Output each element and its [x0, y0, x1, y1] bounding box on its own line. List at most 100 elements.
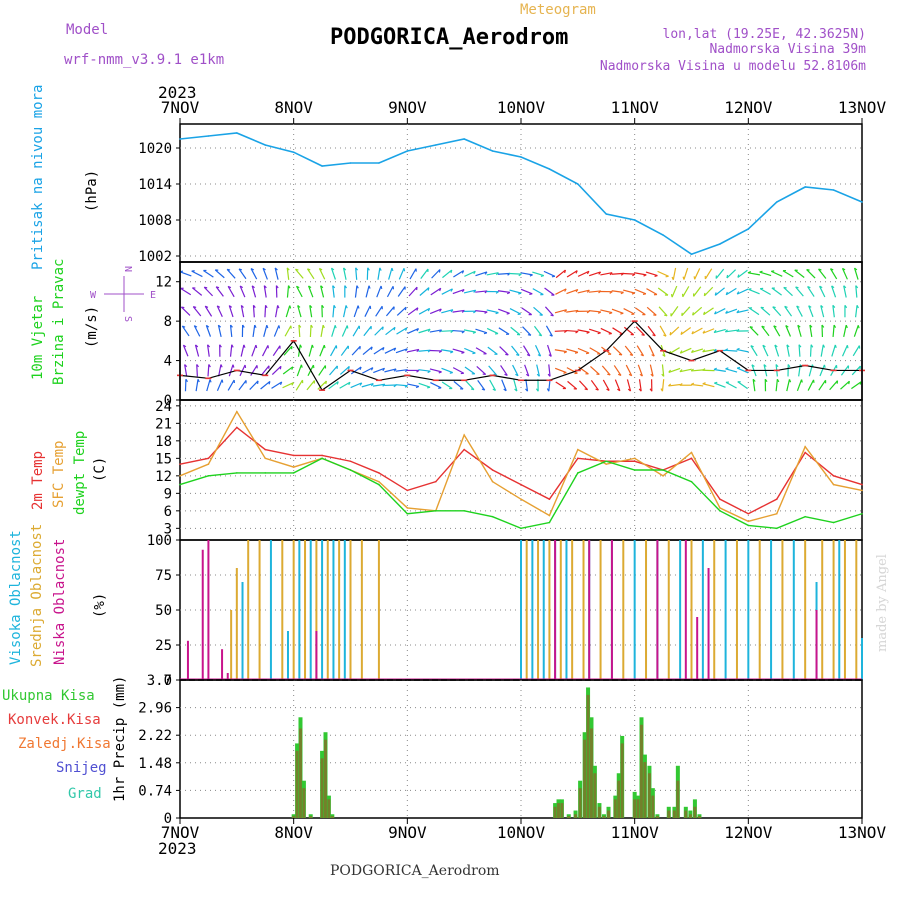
wind-arrow-head	[714, 292, 717, 296]
wind-arrow	[319, 344, 325, 357]
wind-arrow	[214, 269, 225, 279]
wind-arrow	[215, 286, 224, 297]
wind-arrow	[714, 308, 726, 315]
wind-arrow	[548, 379, 551, 392]
temp-ylabel-unit: (C)	[92, 457, 108, 482]
top-time-tick-label: 11NOV	[611, 98, 660, 117]
wind-arrow	[796, 379, 803, 392]
pressure-point	[832, 189, 835, 191]
wind-arrow-head	[298, 324, 302, 328]
wind-arrow-head	[597, 332, 601, 335]
model-label: Model	[66, 22, 108, 38]
wind-arrow-head	[492, 388, 496, 391]
wind-arrow	[464, 366, 476, 375]
temp-point-sfc_temp	[662, 475, 664, 477]
wind-arrow-head	[663, 334, 667, 337]
wind-arrow	[762, 345, 769, 357]
top-time-tick-label: 13NOV	[838, 98, 887, 117]
temp-point-dewpoint	[662, 469, 664, 471]
temp-point-dewpoint	[719, 510, 721, 512]
temp-point-sfc_temp	[804, 445, 806, 448]
wind-arrow-head	[370, 367, 374, 371]
precip-bar-conv	[330, 816, 334, 818]
wind-arrow	[271, 381, 283, 389]
precip-ylabel-frozen: Zaledj.Kisa	[18, 736, 111, 752]
wind-arrow	[441, 330, 454, 332]
wind-arrow	[819, 364, 826, 377]
wind-arrow	[748, 288, 760, 295]
wind-arrow	[342, 305, 347, 318]
precip-bar-conv	[620, 743, 624, 818]
wind-arrow	[782, 270, 794, 278]
wind-arrow-head	[702, 330, 706, 334]
wind-gust-marker	[773, 369, 780, 372]
precip-bar-conv	[567, 816, 571, 818]
temp-point-sfc_temp	[690, 451, 693, 454]
wind-arrow	[759, 271, 772, 277]
wind-arrow-head	[472, 331, 476, 334]
wind-arrow-head	[518, 273, 522, 277]
wind-arrow-head	[427, 370, 431, 374]
wind-arrow	[771, 287, 782, 296]
wind-arrow	[548, 364, 551, 377]
pressure-point	[577, 183, 579, 185]
precip-bar-conv	[639, 724, 643, 818]
wind-arrow-head	[265, 304, 268, 309]
wind-arrow	[577, 347, 590, 354]
wind-arrow-head	[855, 285, 859, 289]
temp-point-sfc_temp	[861, 489, 863, 492]
wind-arrow	[395, 369, 408, 372]
wind-arrow	[193, 325, 201, 337]
wind-arrow	[263, 325, 268, 337]
wind-arrow	[623, 289, 635, 294]
wind-arrow-head	[483, 332, 488, 335]
temp-point-temp2m	[577, 457, 579, 460]
pressure-panel: 1020 1014 1008 1002	[138, 123, 863, 265]
wind-arrow-head	[668, 369, 672, 373]
wind-gust-marker	[802, 364, 809, 367]
wind-arrow	[713, 368, 726, 372]
wind-arrow	[566, 270, 578, 278]
wind-arrow-head	[786, 344, 790, 348]
wind-arrow-head	[370, 383, 374, 387]
wind-gust-marker	[375, 379, 382, 382]
wind-arrow	[775, 379, 778, 392]
wind-arrow	[645, 271, 658, 277]
wind-arrow	[429, 329, 442, 333]
wind-arrow	[588, 328, 601, 334]
wind-arrow	[272, 345, 281, 357]
wind-arrow	[613, 365, 622, 376]
wind-arrow	[820, 305, 825, 318]
wind-arrow-head	[752, 378, 756, 382]
wind-arrow	[332, 305, 335, 318]
wind-arrow-head	[848, 381, 850, 385]
precip-bar-conv	[586, 694, 590, 818]
wind-arrow-head	[830, 268, 834, 271]
pressure-line	[179, 132, 863, 256]
pressure-point	[179, 138, 181, 140]
wind-arrow	[786, 379, 791, 392]
temp-point-dewpoint	[548, 521, 551, 524]
bottom-time-tick-label: 10NOV	[497, 823, 546, 842]
model-name: wrf-nmm_v3.9.1 e1km	[64, 52, 224, 68]
wind-arrow	[418, 349, 431, 352]
precip-bar-conv	[667, 810, 671, 818]
wind-arrow-head	[725, 367, 729, 370]
wind-arrow	[679, 368, 692, 373]
wind-arrow	[672, 267, 677, 280]
wind-arrow-head	[525, 388, 528, 392]
precip-bar-conv	[553, 806, 557, 818]
wind-arrow	[284, 325, 292, 337]
wind-arrow	[840, 380, 850, 390]
precip-bar-conv	[578, 788, 582, 818]
wind-arrow	[339, 381, 351, 389]
temp-point-dewpoint	[406, 512, 409, 515]
wind-arrow-head	[251, 285, 255, 289]
wind-arrow-head	[278, 325, 281, 329]
temp-point-sfc_temp	[264, 457, 267, 460]
wind-arrow-head	[321, 304, 325, 309]
wind-arrow-head	[750, 345, 754, 348]
wind-arrow-head	[514, 388, 518, 392]
wind-ylabel-unit: (m/s)	[84, 306, 100, 348]
